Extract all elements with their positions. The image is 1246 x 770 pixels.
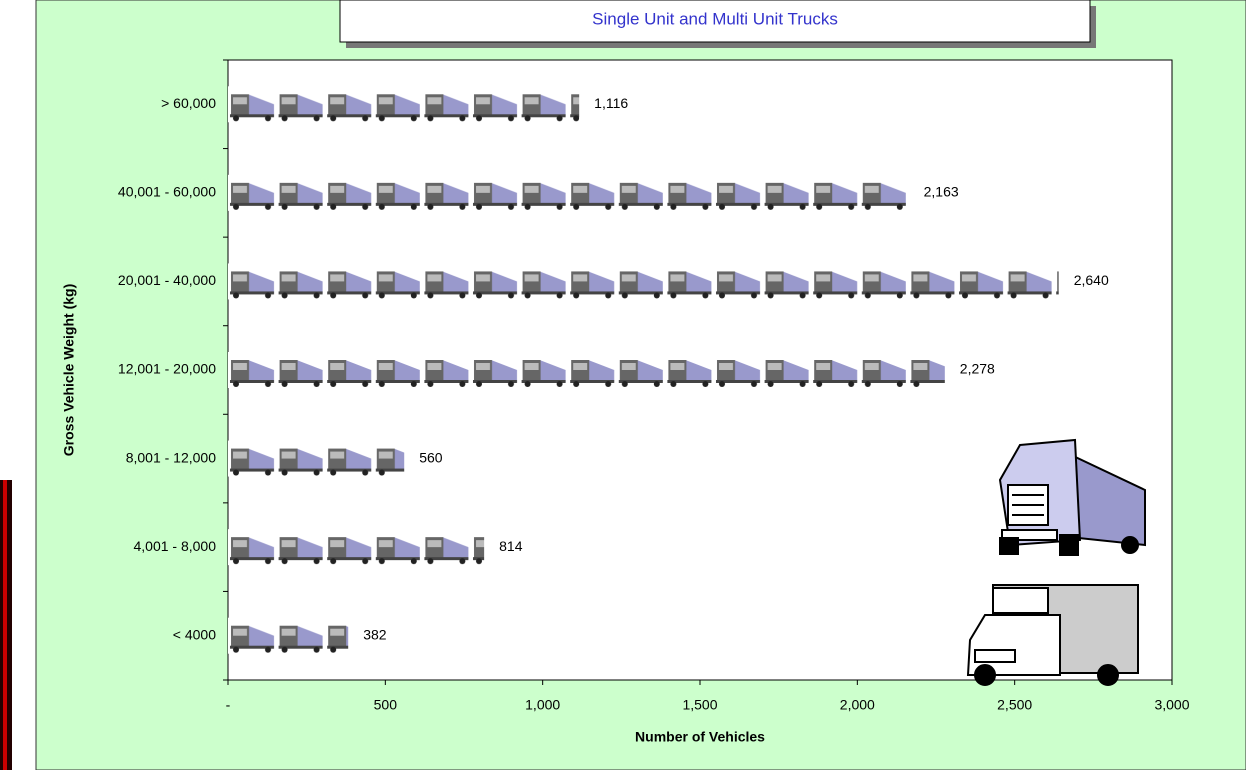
bar — [228, 352, 945, 388]
box-truck-illustration — [968, 585, 1138, 685]
bar — [228, 618, 348, 654]
x-tick-label: 2,500 — [997, 697, 1032, 713]
value-label: 814 — [499, 538, 523, 554]
y-tick-label: 40,001 - 60,000 — [118, 184, 216, 200]
bar — [228, 529, 484, 565]
x-axis-title: Number of Vehicles — [635, 729, 765, 745]
x-tick-label: 500 — [374, 697, 398, 713]
y-tick-label: 12,001 - 20,000 — [118, 361, 216, 377]
y-tick-label: 8,001 - 12,000 — [126, 449, 217, 465]
y-tick-label: < 4000 — [173, 626, 216, 642]
x-tick-label: 2,000 — [840, 697, 875, 713]
y-tick-label: 4,001 - 8,000 — [133, 538, 216, 554]
y-axis-title: Gross Vehicle Weight (kg) — [61, 284, 77, 456]
value-label: 1,116 — [594, 95, 628, 111]
value-label: 560 — [419, 449, 443, 465]
value-label: 382 — [363, 626, 387, 642]
x-tick-label: - — [226, 697, 231, 713]
x-tick-label: 1,000 — [525, 697, 560, 713]
bar — [228, 175, 909, 211]
bar — [228, 86, 579, 122]
bar — [228, 263, 1059, 299]
left-edge-stripe — [3, 480, 7, 770]
y-tick-label: > 60,000 — [161, 95, 216, 111]
x-tick-label: 1,500 — [682, 697, 717, 713]
bar — [228, 441, 404, 477]
y-tick-label: 20,001 - 40,000 — [118, 272, 216, 288]
value-label: 2,640 — [1074, 272, 1109, 288]
page: {"chart_data": {"type": "pictograph-bar"… — [0, 0, 1246, 770]
value-label: 2,163 — [924, 184, 959, 200]
value-label: 2,278 — [960, 361, 995, 377]
chart: Single Unit and Multi Unit Trucks Number… — [0, 0, 1246, 770]
x-tick-label: 3,000 — [1154, 697, 1189, 713]
chart-title: Single Unit and Multi Unit Trucks — [592, 9, 838, 28]
